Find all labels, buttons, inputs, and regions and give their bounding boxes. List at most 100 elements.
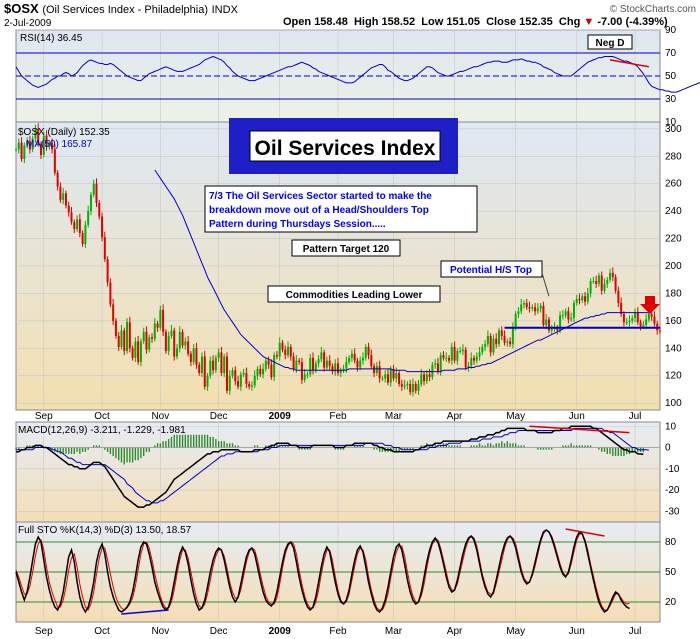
- price-month-label: Nov: [151, 411, 169, 422]
- pattern-target-label: Pattern Target 120: [303, 244, 390, 255]
- price-bar: [56, 172, 59, 187]
- sto-divergence-line: [565, 528, 605, 537]
- price-bar: [31, 138, 34, 150]
- price-bar: [167, 335, 170, 352]
- price-bar: [220, 352, 223, 373]
- price-bar: [34, 128, 37, 139]
- price-bar: [525, 303, 528, 308]
- price-tick-label: 300: [665, 124, 682, 135]
- price-bar: [73, 222, 76, 229]
- price-bar: [409, 383, 412, 393]
- price-bar: [287, 346, 290, 356]
- price-bar: [98, 202, 101, 217]
- price-bar: [114, 320, 117, 336]
- price-bar: [617, 290, 620, 304]
- price-bar: [606, 279, 609, 284]
- price-bar: [145, 331, 148, 350]
- price-bar: [425, 374, 428, 382]
- price-bar: [26, 141, 29, 146]
- price-bar: [117, 335, 120, 347]
- price-bar: [575, 298, 578, 304]
- price-bar: [328, 360, 331, 367]
- price-bar: [597, 275, 600, 284]
- price-bar: [436, 363, 439, 372]
- price-bar: [367, 346, 370, 356]
- price-bar: [439, 355, 442, 372]
- price-bar: [592, 281, 595, 283]
- price-bar: [148, 337, 151, 350]
- price-bar: [559, 315, 562, 331]
- price-bar: [478, 352, 481, 357]
- price-bar: [486, 335, 489, 345]
- price-bar: [481, 346, 484, 353]
- price-bar: [467, 366, 470, 368]
- price-bar: [473, 357, 476, 361]
- price-bar: [76, 219, 79, 229]
- price-bar: [403, 385, 406, 387]
- bottom-month-label: 2009: [269, 626, 292, 637]
- price-bar: [461, 349, 464, 352]
- ma-label: MA(50) 165.87: [26, 139, 93, 150]
- macd-divergence-line: [529, 425, 630, 434]
- price-month-label: May: [506, 411, 525, 422]
- sto-title: Full STO %K(14,3) %D(3) 13.50, 18.57: [18, 525, 192, 536]
- price-bar: [37, 128, 40, 144]
- price-bar: [187, 341, 190, 354]
- price-month-label: Mar: [385, 411, 403, 422]
- price-bar: [48, 142, 51, 147]
- chart-title: $OSX (Oil Services Index - Philadelphia)…: [4, 1, 238, 16]
- price-bar: [306, 374, 309, 376]
- price-bar: [528, 307, 531, 309]
- price-tick-label: 180: [665, 288, 682, 299]
- price-bar: [184, 341, 187, 346]
- price-bar: [364, 346, 367, 358]
- price-bar: [639, 322, 642, 327]
- price-bar: [417, 383, 420, 391]
- price-bar: [267, 360, 270, 365]
- exchange: INDX: [211, 4, 238, 16]
- price-bar: [373, 366, 376, 373]
- price-bar: [225, 356, 228, 391]
- price-bar: [198, 364, 201, 373]
- price-bar: [647, 314, 650, 320]
- macd-tick-label: -30: [665, 506, 680, 517]
- rsi-tick-label: 10: [665, 117, 677, 128]
- neg-d-box: [587, 34, 633, 50]
- price-bar: [309, 357, 312, 375]
- price-bar: [503, 335, 506, 343]
- price-bar: [564, 311, 567, 316]
- banner-inner: [249, 130, 441, 162]
- price-bar: [611, 272, 614, 277]
- price-tick-label: 160: [665, 316, 682, 327]
- rsi-divergence-line: [609, 59, 650, 68]
- price-bar: [112, 304, 115, 321]
- price-bar: [228, 375, 231, 391]
- note-line: 7/3 The Oil Services Sector started to m…: [209, 191, 432, 202]
- note-line: Pattern during Thursdays Session.....: [209, 219, 386, 230]
- price-bar: [195, 348, 198, 365]
- price-bar: [345, 362, 348, 369]
- rsi-tick-label: 30: [665, 94, 677, 105]
- price-bar: [545, 319, 548, 325]
- price-bar: [645, 319, 648, 325]
- price-bar: [375, 366, 378, 373]
- price-bar: [600, 275, 603, 291]
- price-bar: [509, 341, 512, 345]
- price-month-label: Sep: [35, 411, 53, 422]
- price-bar: [178, 331, 181, 349]
- price-bar: [350, 353, 353, 358]
- price-bar: [39, 143, 42, 155]
- price-bar: [264, 360, 267, 369]
- price-bar: [217, 352, 220, 358]
- price-bar: [578, 298, 581, 301]
- price-bar: [359, 360, 362, 368]
- hs-box: [440, 260, 543, 278]
- macd-tick-label: 0: [665, 443, 671, 454]
- price-bar: [181, 331, 184, 346]
- price-bar: [206, 375, 209, 387]
- stochastic-tick-label: 50: [665, 567, 677, 578]
- price-bar: [653, 316, 656, 324]
- price-bar: [334, 363, 337, 372]
- price-bar: [517, 311, 520, 314]
